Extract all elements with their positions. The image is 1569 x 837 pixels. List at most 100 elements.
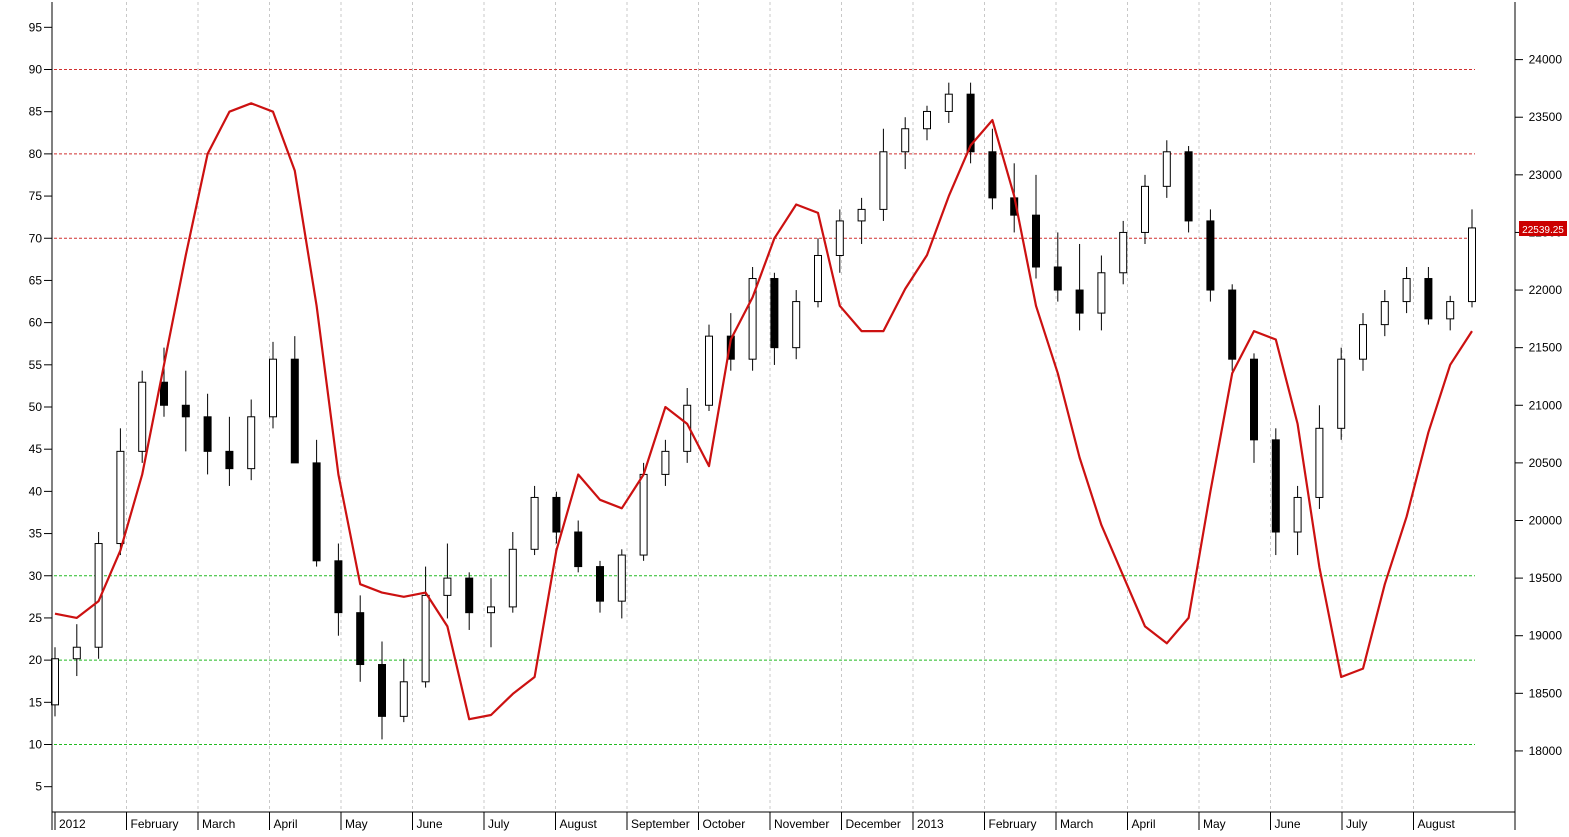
- right-tick-label: 20000: [1529, 513, 1563, 527]
- candle-body: [1228, 289, 1237, 360]
- month-label: April: [274, 817, 298, 831]
- candle: [1206, 209, 1215, 302]
- candle: [465, 572, 474, 630]
- candle: [814, 238, 822, 308]
- candle: [1075, 243, 1084, 331]
- candle-body: [1315, 427, 1324, 498]
- candle-body: [639, 473, 648, 556]
- candle: [203, 393, 212, 475]
- right-tick-label: 23500: [1529, 110, 1563, 124]
- right-tick-label: 22000: [1529, 283, 1563, 297]
- candle-body: [378, 664, 386, 717]
- candle: [72, 624, 81, 677]
- month-label: July: [1346, 817, 1367, 831]
- candle-body: [705, 335, 713, 406]
- candle-body: [596, 566, 604, 602]
- candle-body: [1206, 220, 1215, 291]
- left-tick-label: 40: [29, 484, 43, 498]
- candle-body: [312, 462, 321, 562]
- candle: [1162, 140, 1171, 198]
- left-tick-label: 10: [29, 738, 43, 752]
- candle-body: [1402, 278, 1411, 303]
- candle-body: [51, 658, 59, 706]
- candle-body: [269, 358, 277, 418]
- month-label: December: [846, 817, 901, 831]
- left-tick-label: 70: [29, 231, 43, 245]
- right-tick-label: 21500: [1529, 341, 1563, 355]
- candle: [857, 197, 866, 244]
- candle-body: [247, 416, 256, 470]
- candle: [792, 290, 801, 360]
- axes: 2012 February March April May June July August S…: [29, 2, 1563, 831]
- candle: [705, 324, 713, 412]
- oscillator-series: [54, 102, 1473, 721]
- candle-body: [225, 450, 234, 470]
- right-tick-label: 20500: [1529, 456, 1563, 470]
- candle: [508, 532, 517, 613]
- candle: [138, 370, 147, 463]
- left-tick-label: 95: [29, 20, 43, 34]
- left-tick-label: 25: [29, 611, 43, 625]
- oscillator-line: [54, 102, 1473, 721]
- candle: [1271, 428, 1280, 556]
- candle-body: [923, 110, 931, 130]
- candlestick-series: [51, 82, 1476, 740]
- right-tick-label: 21000: [1529, 398, 1563, 412]
- month-label: July: [488, 817, 509, 831]
- candle: [1184, 146, 1193, 233]
- left-tick-label: 20: [29, 653, 43, 667]
- month-label: October: [703, 817, 746, 831]
- candle: [574, 520, 583, 573]
- candle: [1097, 255, 1106, 331]
- candle: [1446, 295, 1455, 331]
- month-label: 2013: [917, 817, 944, 831]
- candle-body: [421, 594, 430, 683]
- candle: [1141, 174, 1149, 244]
- month-label: June: [1275, 817, 1301, 831]
- candle: [923, 105, 931, 141]
- candle-body: [160, 381, 168, 406]
- candle: [1293, 485, 1302, 556]
- right-tick-label: 18000: [1529, 744, 1563, 758]
- candle: [1337, 347, 1346, 440]
- candle-body: [1119, 231, 1128, 274]
- candle: [1119, 220, 1128, 285]
- candle: [1032, 174, 1040, 279]
- month-label: June: [417, 817, 443, 831]
- right-tick-label: 23000: [1529, 168, 1563, 182]
- candle-body: [290, 358, 299, 464]
- candle: [988, 128, 997, 210]
- candle-body: [901, 128, 910, 153]
- candle-body: [1359, 324, 1367, 360]
- candle: [770, 272, 779, 365]
- candle: [181, 370, 190, 452]
- month-label: March: [1060, 817, 1093, 831]
- candle-body: [72, 646, 81, 660]
- grid-layer: [126, 2, 1414, 812]
- candle: [1250, 353, 1258, 463]
- candle-body: [1053, 266, 1062, 291]
- candle-body: [530, 496, 539, 550]
- last-price-badge: 22539.25: [1519, 221, 1567, 236]
- candle-body: [1468, 227, 1476, 303]
- candle: [225, 416, 234, 486]
- candle-body: [770, 278, 779, 349]
- candle: [552, 491, 561, 544]
- candle-body: [138, 381, 147, 452]
- month-label: March: [202, 817, 235, 831]
- candle: [421, 566, 430, 688]
- candle-body: [944, 93, 953, 112]
- candle: [1359, 313, 1367, 371]
- candle: [312, 439, 321, 567]
- candle-body: [988, 151, 997, 199]
- candle-body: [661, 450, 670, 475]
- left-tick-label: 55: [29, 358, 43, 372]
- candle-body: [399, 681, 408, 717]
- candle: [1424, 267, 1433, 325]
- left-tick-label: 35: [29, 527, 43, 541]
- candle: [1053, 232, 1062, 302]
- candle-body: [1380, 301, 1389, 326]
- candle: [617, 549, 626, 619]
- month-label: September: [631, 817, 690, 831]
- candle: [661, 439, 670, 486]
